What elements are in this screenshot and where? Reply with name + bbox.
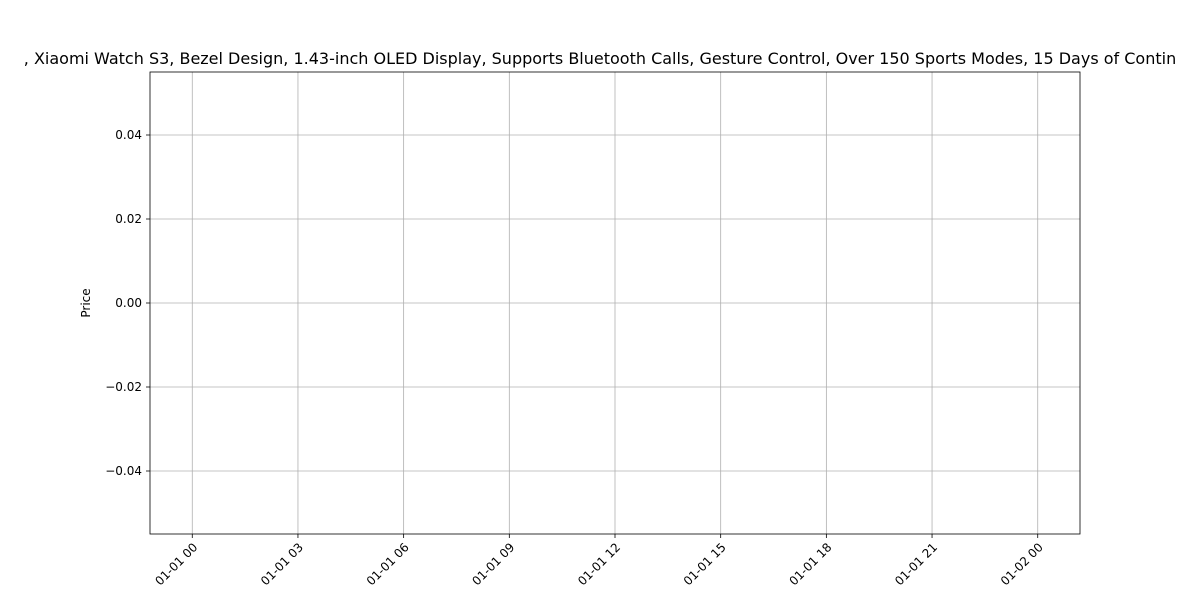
x-tick-label: 01-01 09 [469, 540, 517, 588]
y-tick-label: 0.02 [115, 212, 142, 226]
y-axis-label: Price [79, 288, 93, 317]
x-tick-label: 01-01 06 [364, 540, 412, 588]
x-tick-label: 01-01 21 [892, 540, 940, 588]
x-tick-label: 01-01 12 [575, 540, 623, 588]
y-tick-label: −0.04 [105, 464, 142, 478]
grid [150, 72, 1080, 534]
x-tick-label: 01-01 15 [681, 540, 729, 588]
plot-area-frame [149, 71, 1081, 535]
x-tick-label: 01-01 00 [152, 540, 200, 588]
x-tick-label: 01-01 03 [258, 540, 306, 588]
y-tick-label: 0.00 [115, 296, 142, 310]
chart-title: , Xiaomi Watch S3, Bezel Design, 1.43-in… [24, 49, 1176, 68]
y-tick-label: −0.02 [105, 380, 142, 394]
x-tick-label: 01-01 18 [786, 540, 834, 588]
x-axis: 01-01 00 01-01 03 01-01 06 01-01 09 01-01 12… [152, 534, 1046, 588]
x-tick-label: 01-02 00 [998, 540, 1046, 588]
y-axis: 0.04 0.02 0.00 −0.02 −0.04 [105, 128, 150, 478]
y-tick-label: 0.04 [115, 128, 142, 142]
